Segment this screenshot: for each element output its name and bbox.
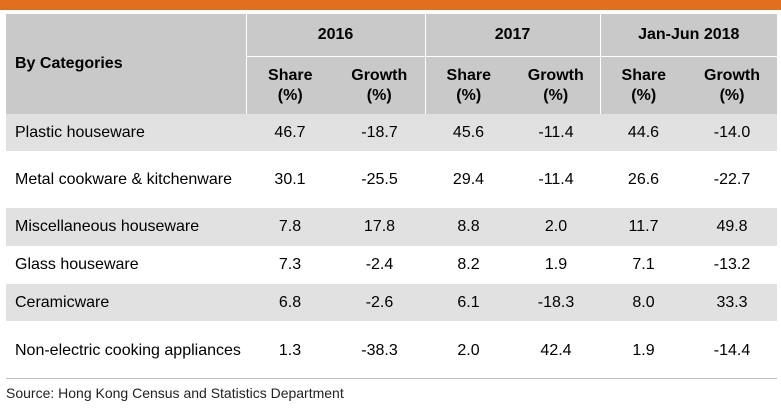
cell-share-2018: 11.7 [600,208,687,246]
cell-share-2016: 6.8 [246,284,334,321]
table-row: Glass houseware 7.3 -2.4 8.2 1.9 7.1 -13… [6,246,777,284]
row-label: Ceramicware [6,284,246,321]
row-label: Miscellaneous houseware [6,208,246,246]
column-header-year-2016: 2016 [245,14,425,57]
table-row: Metal cookware & kitchenware 30.1 -25.5 … [6,151,777,208]
accent-top-bar [0,0,781,10]
column-header-year-2018-h1: Jan-Jun 2018 [599,14,778,57]
cell-share-2017: 2.0 [457,341,480,359]
cell-growth-2016: -18.7 [334,114,425,151]
column-header-year-2017: 2017 [424,14,600,57]
cell-growth-2016: -38.3 [361,341,398,359]
row-label: Non-electric cooking appliances [15,341,241,359]
subheader-share-2018: Share (%) [599,56,687,114]
cell-growth-2016: 17.8 [334,208,425,246]
cell-share-2018: 8.0 [600,284,687,321]
subheader-growth-2017: Growth (%) [512,56,600,114]
cell-share-2017: 8.2 [457,256,480,273]
cell-growth-2017: -18.3 [512,284,600,321]
table-row: Ceramicware 6.8 -2.6 6.1 -18.3 8.0 33.3 [6,284,778,321]
cell-growth-2016: -2.6 [334,284,425,321]
column-header-categories: By Categories [6,14,246,114]
source-note: Source: Hong Kong Census and Statistics … [6,385,344,401]
row-label: Glass houseware [15,256,139,273]
footer-divider [6,378,777,379]
houseware-share-growth-table: By Categories 2016 2017 Jan-Jun 2018 Sha… [6,14,778,380]
cell-share-2018: 44.6 [600,114,687,151]
cell-growth-2018: 49.8 [687,208,778,246]
cell-share-2017: 45.6 [425,114,512,151]
subheader-growth-2016: Growth (%) [334,56,425,114]
cell-share-2017: 29.4 [452,170,485,188]
cell-growth-2017: -11.4 [538,170,574,188]
table-row: Plastic houseware 46.7 -18.7 45.6 -11.4 … [6,114,778,151]
cell-growth-2018: -14.0 [687,114,778,151]
cell-share-2018: 7.1 [632,256,655,273]
table-row: Miscellaneous houseware 7.8 17.8 8.8 2.0… [6,208,778,246]
cell-share-2016: 30.1 [274,170,306,188]
cell-share-2016: 7.8 [246,208,334,246]
cell-share-2018: 1.9 [632,341,655,359]
cell-growth-2017: 1.9 [544,256,568,273]
row-label: Plastic houseware [6,114,246,151]
cell-growth-2018: 33.3 [687,284,778,321]
cell-share-2016: 46.7 [246,114,334,151]
cell-growth-2017: -11.4 [512,114,600,151]
cell-growth-2018: -14.4 [713,341,751,359]
cell-share-2018: 26.6 [627,170,660,188]
table-row: Non-electric cooking appliances 1.3 -38.… [6,321,777,380]
cell-share-2016: 1.3 [278,341,302,359]
subheader-share-2016: Share (%) [245,56,334,114]
cell-growth-2017: 2.0 [512,208,600,246]
cell-growth-2016: -25.5 [361,170,398,188]
cell-share-2016: 7.3 [278,256,302,273]
cell-share-2017: 8.8 [425,208,512,246]
cell-growth-2018: -22.7 [713,170,751,188]
cell-growth-2016: -2.4 [365,256,394,273]
cell-growth-2017: 42.4 [540,341,572,359]
cell-growth-2018: -13.2 [713,256,751,273]
cell-share-2017: 6.1 [425,284,512,321]
subheader-share-2017: Share (%) [424,56,512,114]
subheader-growth-2018: Growth (%) [687,56,778,114]
row-label: Metal cookware & kitchenware [15,170,232,188]
